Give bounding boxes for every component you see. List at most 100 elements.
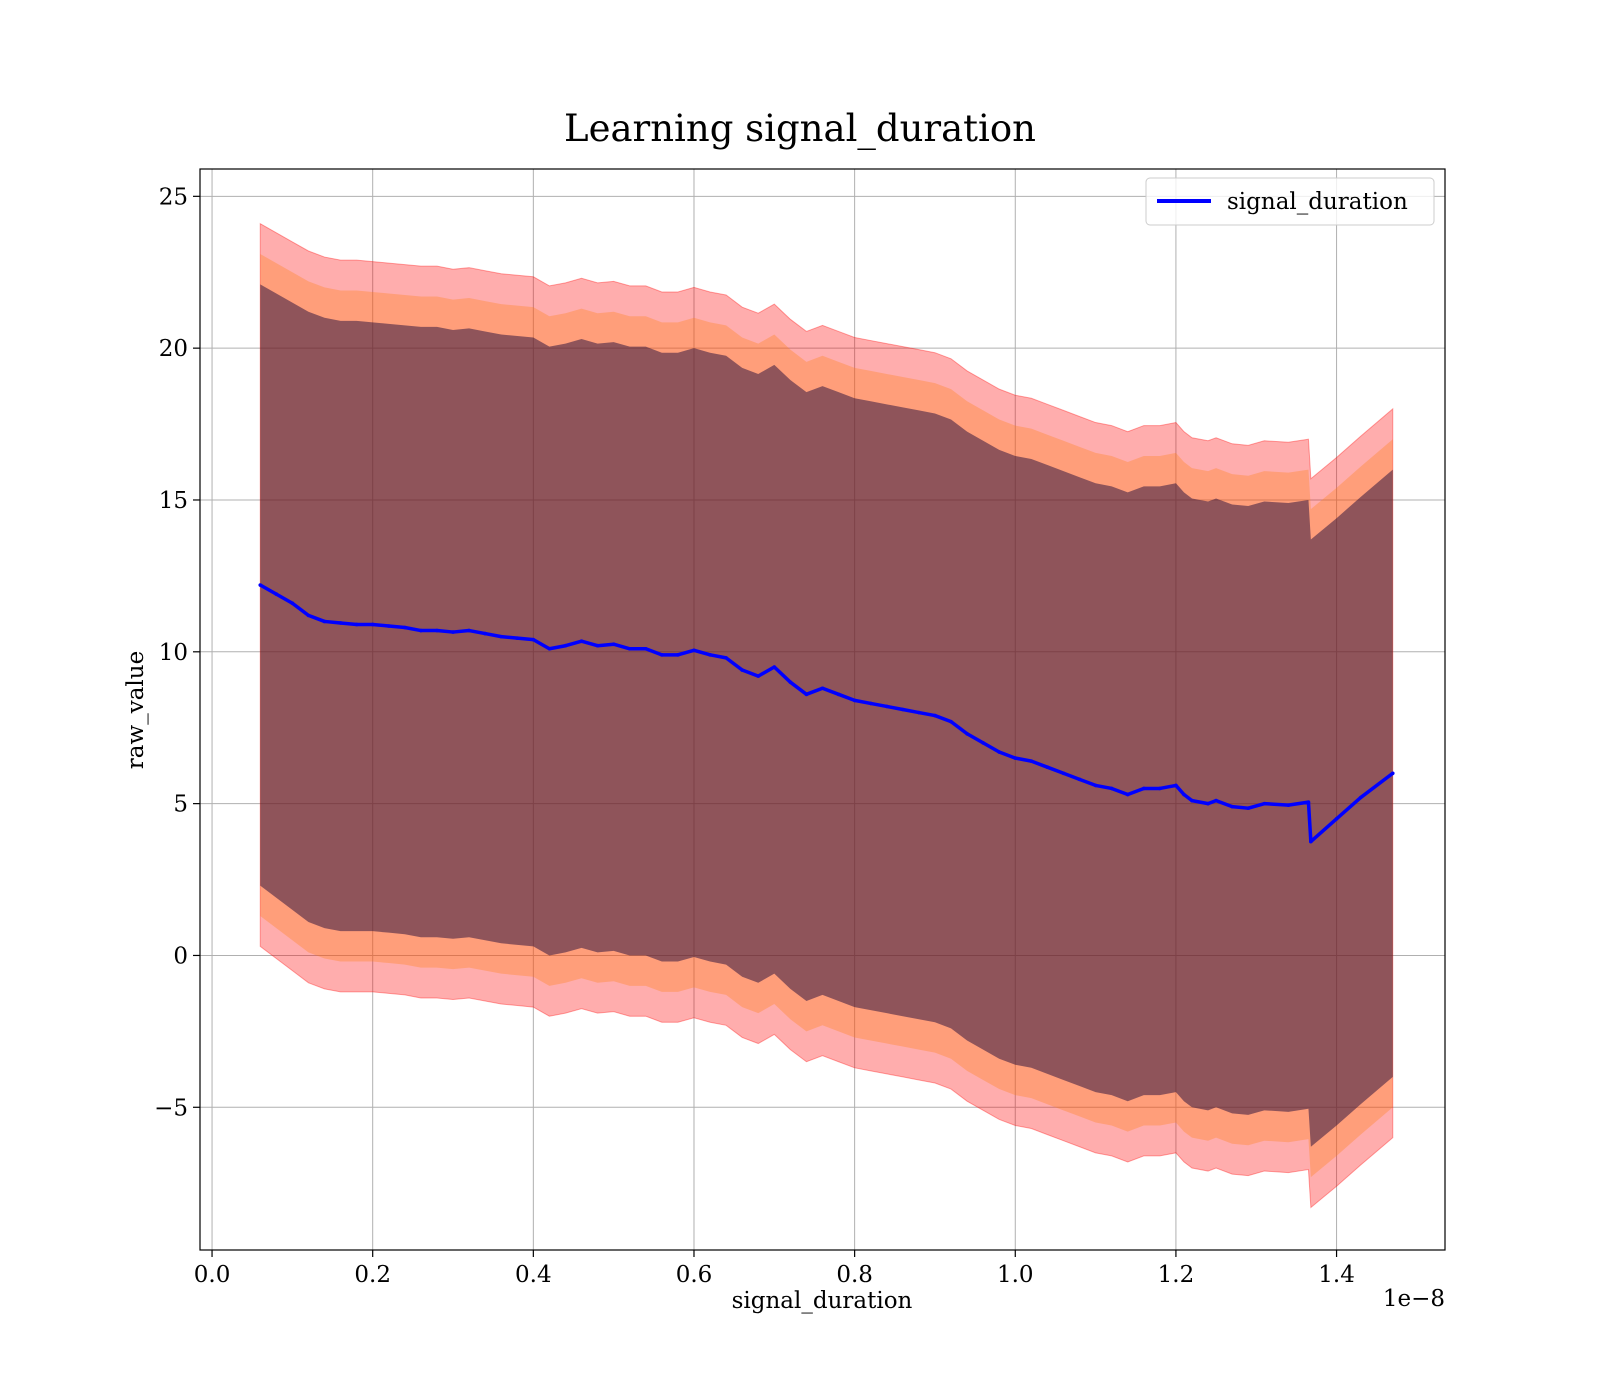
series-point xyxy=(884,704,889,709)
series-point xyxy=(1141,786,1146,791)
y-axis-ticks: −5 0 5 10 15 20 25 xyxy=(154,184,200,1121)
series-point xyxy=(1246,806,1251,810)
series-point xyxy=(1029,759,1034,763)
series-point xyxy=(595,643,600,648)
series-point xyxy=(804,692,809,697)
y-tick-label: 0 xyxy=(173,943,188,969)
x-tick-label: 0.4 xyxy=(515,1262,552,1288)
series-point xyxy=(772,665,777,669)
series-point xyxy=(1286,803,1291,807)
series-point xyxy=(836,692,841,697)
series-point xyxy=(660,653,664,657)
series-point xyxy=(820,686,825,691)
series-point xyxy=(1214,798,1218,803)
series-point xyxy=(531,637,536,642)
y-tick-label: −5 xyxy=(154,1095,188,1121)
x-axis-offset-label: 1e−8 xyxy=(1383,1286,1445,1312)
series-point xyxy=(1206,801,1210,806)
y-tick-label: 5 xyxy=(173,792,188,818)
y-tick-label: 20 xyxy=(159,336,188,362)
line-layer xyxy=(258,583,1395,844)
series-point xyxy=(467,628,471,633)
x-tick-label: 1.0 xyxy=(997,1262,1034,1288)
plot-frame xyxy=(199,168,1446,1251)
series-point xyxy=(692,648,696,653)
series-point xyxy=(338,621,343,625)
series-point xyxy=(515,636,520,640)
series-point xyxy=(1334,817,1339,821)
series-point xyxy=(579,639,584,643)
legend: signal_duration xyxy=(1145,177,1435,226)
series-point xyxy=(627,646,632,651)
series-point xyxy=(981,741,985,745)
series-point xyxy=(1077,777,1082,782)
series-point xyxy=(1061,771,1066,776)
series-point xyxy=(386,624,391,628)
series-point xyxy=(852,698,857,703)
y-axis-label: raw_value xyxy=(123,651,149,769)
series-point xyxy=(258,583,263,587)
series-point xyxy=(1158,786,1162,791)
y-tick-label: 15 xyxy=(159,488,188,514)
y-tick-label: 25 xyxy=(159,184,188,210)
series-point xyxy=(274,592,279,596)
x-tick-label: 0.6 xyxy=(676,1262,713,1288)
series-point xyxy=(965,731,969,736)
series-point xyxy=(676,653,680,657)
series-point xyxy=(997,750,1002,754)
series-point xyxy=(483,631,487,636)
series-point xyxy=(1358,795,1363,800)
series-point xyxy=(740,668,744,672)
series-point xyxy=(306,613,311,618)
series-point xyxy=(901,707,905,712)
series-point xyxy=(370,622,375,627)
series-point xyxy=(1390,771,1395,776)
series-point xyxy=(499,634,504,639)
series-point xyxy=(1309,839,1313,844)
series-point xyxy=(868,701,873,706)
x-axis-ticks: 0.0 0.2 0.4 0.6 0.8 1.0 1.2 1.4 xyxy=(194,1250,1355,1288)
x-tick-label: 0.0 xyxy=(194,1262,231,1288)
x-axis-label: signal_duration xyxy=(732,1288,913,1314)
chart-title: Learning signal_duration xyxy=(564,107,1036,151)
x-tick-label: 0.2 xyxy=(354,1262,391,1288)
series-point xyxy=(419,628,423,633)
series-point xyxy=(354,622,359,627)
series-point xyxy=(756,674,761,678)
series-point xyxy=(1306,800,1311,804)
series-point xyxy=(563,643,568,648)
series-point xyxy=(322,619,327,624)
series-point xyxy=(1174,783,1178,788)
series-point xyxy=(547,646,552,651)
series-point xyxy=(933,713,937,718)
series-point xyxy=(1190,798,1194,803)
x-tick-label: 1.2 xyxy=(1158,1262,1195,1288)
series-point xyxy=(1262,801,1267,806)
series-point xyxy=(1230,804,1234,809)
series-point xyxy=(451,630,455,634)
series-point xyxy=(403,625,407,630)
band-inner xyxy=(260,284,1393,1147)
series-point xyxy=(1109,786,1114,791)
legend-box xyxy=(1145,177,1435,226)
series-point xyxy=(1182,792,1186,797)
series-point xyxy=(1045,765,1050,769)
series-point xyxy=(708,653,712,657)
series-point xyxy=(435,628,439,633)
legend-label: signal_duration xyxy=(1227,189,1408,215)
y-tick-label: 10 xyxy=(159,640,188,666)
series-point xyxy=(949,719,953,724)
series-point xyxy=(290,601,295,606)
series-point xyxy=(643,646,648,651)
bands-layer xyxy=(259,222,1394,1209)
series-point xyxy=(1093,783,1098,788)
series-point xyxy=(611,642,616,647)
series-point xyxy=(1013,756,1018,760)
series-point xyxy=(724,656,728,660)
x-tick-label: 0.8 xyxy=(836,1262,873,1288)
series-point xyxy=(788,680,793,684)
x-tick-label: 1.4 xyxy=(1318,1262,1355,1288)
series-point xyxy=(917,710,921,715)
